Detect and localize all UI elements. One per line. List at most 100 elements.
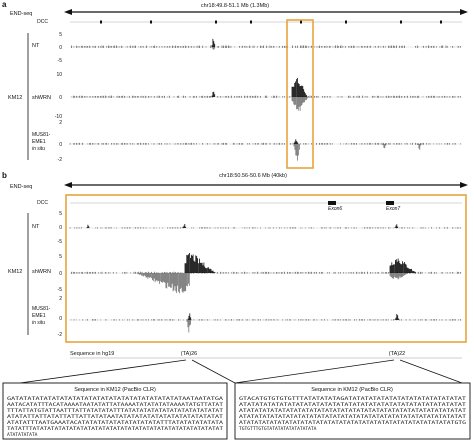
tick-a-mus-top: 2 <box>59 120 62 126</box>
seq-right-line-3: ATATATATATATATATATATATATATATATATATATATAT… <box>239 408 466 414</box>
repeat-ta26-label: (TA)26 <box>181 351 197 357</box>
a-nt-peak-1 <box>211 38 216 47</box>
sequence-box-right: Sequence in KM12 (PacBio CLR) GTACATGTGT… <box>234 382 471 440</box>
connector-ta22-left <box>234 359 395 384</box>
sequence-box-left-title: Sequence in KM12 (PacBio CLR) <box>74 387 156 393</box>
tick-a-shwrn-top: 10 <box>56 72 62 78</box>
b-mus-peak-3 <box>394 314 399 320</box>
panel-b-highlight-box <box>65 194 467 343</box>
panel-b-track-mus81-label-2: EME1 <box>32 313 46 319</box>
panel-a-label: a <box>2 0 7 9</box>
b-nt-peak-3 <box>394 224 399 228</box>
connector-ta26-right <box>191 359 236 384</box>
a-dcc-mark-7 <box>400 20 402 24</box>
seq-left-line-3: TTTATTATGTATTAATTTATTATATATATTTATATATATA… <box>7 408 223 414</box>
panel-b-endseq-label: END-seq <box>10 184 32 190</box>
panel-a: a chr18:49.8-51.1 Mb (1.3Mb) END-seq DCC… <box>2 0 468 169</box>
panel-a-track-mus81-label-1: MUS81- <box>32 132 51 138</box>
tick-a-nt-zero: 0 <box>59 45 62 51</box>
sequence-box-right-frame <box>234 382 471 440</box>
a-dcc-mark-1 <box>100 20 102 24</box>
tick-b-shwrn-bottom: -5 <box>58 287 63 293</box>
panel-a-track-mus81-label-2: EME1 <box>32 139 46 145</box>
tick-b-shwrn-zero: 0 <box>59 271 62 277</box>
panel-a-dcc-label: DCC <box>37 19 48 25</box>
a-mus-peak-1 <box>293 144 300 161</box>
panel-a-track-mus81-label-3: in situ <box>32 146 45 152</box>
a-shwrn-peak-2 <box>291 97 308 111</box>
tick-b-nt-zero: 0 <box>59 225 62 231</box>
sequence-box-left: Sequence in KM12 (PacBio CLR) GATATATATA… <box>2 382 228 440</box>
a-mus-noise <box>69 142 461 145</box>
panel-b-signals <box>69 224 462 333</box>
b-shwrn-peak-3 <box>389 258 416 273</box>
hg19-label: Sequence in hg19 <box>70 351 114 357</box>
tick-b-mus-zero: 0 <box>59 316 62 322</box>
panel-a-endseq-label: END-seq <box>10 11 32 17</box>
a-dcc-mark-3 <box>215 20 217 24</box>
a-shwrn-noise <box>71 95 461 98</box>
tick-a-nt-top: 5 <box>59 32 62 38</box>
seq-right-line-5: ATATATATATATATATATATATATATATATATATATATAT… <box>239 420 466 426</box>
b-mus-peak-1 <box>186 320 191 333</box>
tick-a-shwrn-zero: 0 <box>59 95 62 101</box>
tick-b-mus-top: 2 <box>59 296 62 302</box>
a-mus-peak-2 <box>293 139 298 144</box>
b-nt-peak-2 <box>182 224 187 228</box>
exon6-label: Exon6 <box>328 206 342 212</box>
repeat-ta22-label: (TA)22 <box>389 351 405 357</box>
panel-a-track-nt-label: NT <box>32 43 40 49</box>
panel-a-cell-line-label: KM12 <box>8 95 22 101</box>
panel-a-region-label: chr18:49.8-51.1 Mb (1.3Mb) <box>201 3 269 9</box>
a-nt-noise <box>71 45 461 49</box>
a-shwrn-peak-1 <box>291 78 308 97</box>
seq-right-line-6: TGTGTTTGTGTATATATATATATATATA <box>239 426 317 432</box>
a-shwrn-peak-3 <box>211 91 216 97</box>
panel-b-region-label: chr18:50.56-50.6 Mb (40kb) <box>219 173 287 179</box>
seq-left-line-5: ATATATTTAATGAAATACATATATATATATATATATATAT… <box>7 420 223 426</box>
panel-b-dcc-label: DCC <box>37 200 48 206</box>
b-mus-noise <box>69 319 461 321</box>
tick-a-shwrn-bottom: -10 <box>55 114 62 120</box>
seq-left-line-6: TATATTTATATATATATATATATATATATATATATATATA… <box>7 426 223 432</box>
seq-right-line-2: ATATATATATATATATATATATATATATATATATATATAT… <box>239 402 466 408</box>
b-nt-noise <box>69 227 461 229</box>
seq-left-line-4: ATATATTATTATATTATTATTATATAATATATATATATAT… <box>7 414 223 420</box>
tick-b-nt-top: 5 <box>59 211 62 217</box>
a-dcc-mark-2 <box>150 20 152 24</box>
tick-a-mus-bottom: -2 <box>58 157 63 163</box>
panel-a-arrow-right <box>460 9 468 15</box>
panel-b-track-shwrn-label: shWRN <box>32 269 51 275</box>
panel-a-dcc-marks <box>100 20 442 24</box>
tick-a-nt-bottom: -5 <box>58 58 63 64</box>
tick-b-nt-bottom: -5 <box>58 239 63 245</box>
seq-left-line-1: GATATATATATATATATATATATATATATATATATATATA… <box>7 396 223 402</box>
panel-a-arrow-left <box>64 9 72 15</box>
panel-a-highlight-box <box>286 19 314 169</box>
connector-ta22-right <box>399 359 463 384</box>
seq-left-line-2: AATACATATTTACATAAAATAATATATTATAAAATATATA… <box>7 402 223 408</box>
exon6-mark <box>328 201 336 205</box>
panel-b-arrow-right <box>460 182 468 188</box>
sequence-box-left-frame <box>2 382 228 440</box>
a-dcc-mark-4 <box>250 20 252 24</box>
sequence-box-right-title: Sequence in KM12 (PacBio CLR) <box>311 387 393 393</box>
panel-a-track-shwrn-label: shWRN <box>32 95 51 101</box>
connector-ta26-left <box>19 359 187 384</box>
b-shwrn-peak-2 <box>184 253 216 273</box>
b-shwrn-peak-4 <box>389 273 408 280</box>
panel-b-track-mus81-label-3: in situ <box>32 320 45 326</box>
panel-b-arrow-left <box>64 182 72 188</box>
a-nt-peak-2 <box>211 47 216 50</box>
panel-a-signals <box>69 38 462 161</box>
panel-b-track-nt-label: NT <box>32 224 40 230</box>
b-mus-peak-2 <box>187 313 192 320</box>
seq-right-line-1: GTACATGTGTGTGTTTATATATATAGATATATATATATAT… <box>239 396 466 402</box>
panel-b: b chr18:50.56-50.6 Mb (40kb) END-seq DCC… <box>2 171 468 384</box>
a-mus-peak-4 <box>417 144 422 150</box>
panel-b-track-mus81-label-1: MUS81- <box>32 306 51 312</box>
b-shwrn-peak-1 <box>136 273 190 294</box>
panel-b-label: b <box>2 171 7 180</box>
seq-left-line-7: ATATATATATA <box>7 432 38 438</box>
